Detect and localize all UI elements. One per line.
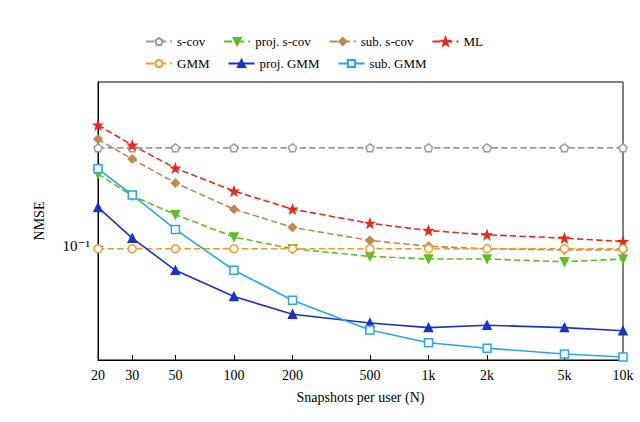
svg-text:10⁻¹: 10⁻¹ (63, 238, 90, 254)
svg-text:500: 500 (359, 368, 380, 383)
svg-text:50: 50 (168, 368, 182, 383)
svg-text:2k: 2k (480, 368, 494, 383)
svg-text:ML: ML (463, 34, 483, 49)
svg-text:30: 30 (125, 368, 139, 383)
svg-text:s-cov: s-cov (177, 34, 206, 49)
svg-text:proj. GMM: proj. GMM (260, 56, 320, 71)
svg-text:NMSE: NMSE (32, 202, 47, 241)
svg-text:1k: 1k (421, 368, 435, 383)
svg-text:sub. GMM: sub. GMM (369, 56, 427, 71)
svg-text:10k: 10k (613, 368, 634, 383)
svg-text:GMM: GMM (177, 56, 210, 71)
svg-text:sub. s-cov: sub. s-cov (361, 34, 414, 49)
svg-text:20: 20 (91, 368, 105, 383)
svg-text:Snapshots per user (N): Snapshots per user (N) (297, 390, 425, 406)
svg-text:200: 200 (282, 368, 303, 383)
svg-text:proj. s-cov: proj. s-cov (255, 34, 311, 49)
svg-text:5k: 5k (557, 368, 571, 383)
svg-text:100: 100 (223, 368, 244, 383)
